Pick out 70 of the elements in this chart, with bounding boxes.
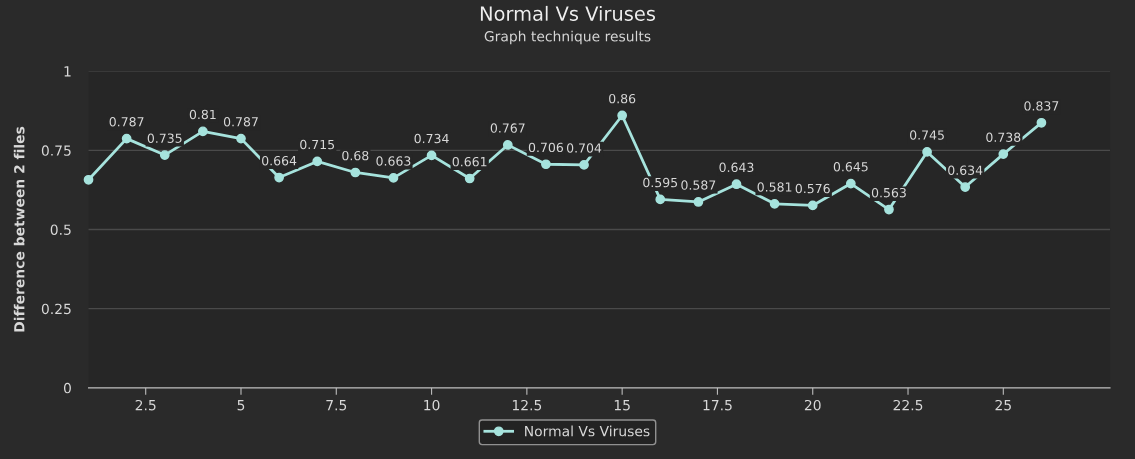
chart-title: Normal Vs Viruses (480, 5, 656, 21)
point (464, 173, 475, 184)
point (1036, 117, 1047, 128)
data-label: 0.581 (757, 182, 792, 192)
point (998, 149, 1009, 159)
point (274, 172, 284, 183)
point (884, 204, 894, 215)
data-label: 0.663 (376, 156, 411, 166)
point (83, 174, 94, 185)
y-tick-label: 0.5 (50, 224, 71, 235)
point (845, 178, 856, 189)
data-label: 0.86 (609, 93, 636, 104)
data-label: 0.634 (948, 165, 983, 175)
point (159, 150, 170, 160)
point (350, 167, 361, 178)
point (693, 197, 704, 207)
x-tick-label: 15 (614, 400, 630, 411)
data-label: 0.837 (1024, 101, 1059, 111)
point (769, 198, 780, 209)
point (312, 156, 323, 167)
point (388, 173, 399, 183)
point (731, 179, 742, 190)
point (121, 133, 132, 144)
data-label: 0.563 (871, 187, 906, 198)
point (502, 140, 513, 150)
point (426, 150, 437, 161)
y-tick-label: 0.25 (41, 303, 71, 315)
data-label: 0.664 (262, 155, 297, 166)
x-tick-label: 7.5 (326, 400, 347, 411)
data-label: 0.587 (681, 180, 716, 190)
point (960, 182, 971, 192)
data-label: 0.595 (643, 177, 678, 188)
x-tick-label: 17.5 (703, 400, 732, 411)
data-label: 0.68 (342, 150, 369, 161)
data-label: 0.734 (414, 133, 449, 144)
x-tick-label: 12.5 (512, 399, 542, 411)
x-tick-label: 25 (995, 399, 1011, 411)
chart-subtitle: Graph technique results (484, 30, 651, 45)
legend-label: Normal Vs Viruses (525, 425, 650, 437)
data-label: 0.661 (452, 156, 487, 167)
data-label: 0.745 (910, 130, 944, 140)
point (655, 194, 666, 205)
x-tick-label: 22.5 (893, 399, 923, 411)
data-label: 0.706 (528, 142, 564, 153)
x-tick-label: 10 (424, 399, 440, 411)
point (922, 147, 932, 157)
y-tick-label: 1 (64, 66, 71, 77)
point (617, 110, 628, 121)
point (198, 126, 208, 137)
x-tick-label: 5 (237, 400, 245, 411)
point (579, 160, 589, 170)
x-tick-label: 20 (804, 399, 821, 411)
point (807, 200, 818, 211)
data-label: 0.81 (189, 109, 216, 120)
data-label: 0.715 (300, 139, 335, 150)
data-label: 0.767 (490, 123, 525, 133)
point (236, 133, 246, 144)
y-tick-label: 0.75 (41, 145, 71, 156)
data-label: 0.787 (109, 117, 144, 127)
data-label: 0.735 (147, 133, 182, 143)
data-label: 0.704 (566, 143, 602, 153)
x-tick-label: 2.5 (135, 399, 156, 411)
data-label: 0.738 (986, 132, 1021, 142)
y-tick-label: 0 (63, 382, 71, 394)
data-label: 0.643 (719, 162, 754, 173)
data-label: 0.787 (223, 117, 258, 127)
data-label: 0.645 (833, 161, 868, 172)
data-label: 0.576 (795, 183, 830, 194)
y-axis-title: Difference between 2 files (13, 126, 25, 332)
point (541, 159, 551, 170)
